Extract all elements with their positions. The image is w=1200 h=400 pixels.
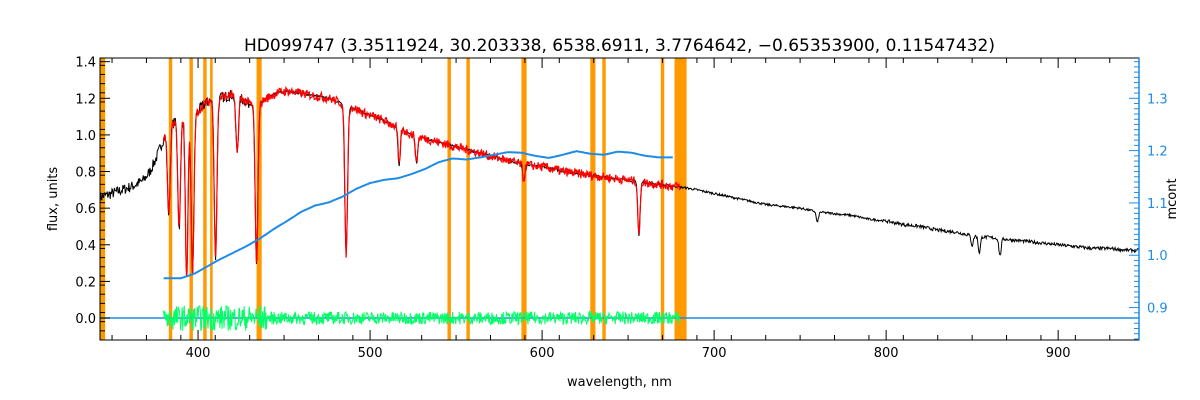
masked-region-10 — [602, 58, 606, 340]
series-layer — [99, 85, 1139, 332]
chart-title: HD099747 (3.3511924, 30.203338, 6538.691… — [244, 36, 995, 56]
x-tick-label-4: 800 — [874, 346, 899, 361]
right-tick-label-0: 0.9 — [1147, 302, 1168, 317]
x-tick-label-0: 400 — [186, 346, 211, 361]
top-axis — [111, 58, 1111, 68]
x-tick-label-3: 700 — [702, 346, 727, 361]
residual-line — [163, 304, 681, 332]
right-tick-label-2: 1.1 — [1147, 197, 1168, 212]
masked-region-11 — [660, 58, 665, 340]
masked-region-1 — [168, 58, 173, 340]
y-tick-label-6: 1.2 — [75, 92, 96, 107]
right-tick-label-3: 1.2 — [1147, 145, 1168, 160]
y-tick-label-2: 0.4 — [75, 239, 96, 254]
x-tick-label-2: 600 — [530, 346, 555, 361]
masked-region-7 — [466, 58, 470, 340]
masked-region-5 — [256, 58, 262, 340]
masked-region-4 — [210, 58, 213, 340]
right-axis: 0.9 1.0 1.1 1.2 1.3 — [1129, 58, 1168, 340]
y-axis-right-title: mcont — [1165, 178, 1180, 219]
left-axis: 0.0 0.2 0.4 0.6 0.8 1.0 1.2 1.4 — [75, 56, 110, 341]
masked-region-9 — [590, 58, 596, 340]
masked-region-3 — [203, 58, 207, 340]
bottom-axis: 400 500 600 700 800 900 — [111, 330, 1111, 361]
y-tick-label-3: 0.6 — [75, 202, 96, 217]
right-tick-label-1: 1.0 — [1147, 249, 1168, 264]
y-tick-label-7: 1.4 — [75, 56, 96, 71]
y-axis-title: flux, units — [46, 167, 61, 232]
y-tick-label-4: 0.8 — [75, 166, 96, 181]
x-tick-label-1: 500 — [358, 346, 383, 361]
masked-region-0 — [100, 58, 106, 340]
model-spectrum-line — [163, 85, 681, 278]
right-tick-label-4: 1.3 — [1147, 92, 1168, 107]
mcont-curve-line — [163, 150, 673, 280]
x-axis-title: wavelength, nm — [567, 375, 672, 390]
masked-region-6 — [447, 58, 451, 340]
masked-region-12 — [674, 58, 687, 340]
plot-frame — [99, 57, 1140, 341]
y-tick-label-1: 0.2 — [75, 275, 96, 290]
y-tick-label-0: 0.0 — [75, 312, 96, 327]
y-tick-label-5: 1.0 — [75, 129, 96, 144]
x-tick-label-5: 900 — [1046, 346, 1071, 361]
masked-region-8 — [521, 58, 527, 340]
